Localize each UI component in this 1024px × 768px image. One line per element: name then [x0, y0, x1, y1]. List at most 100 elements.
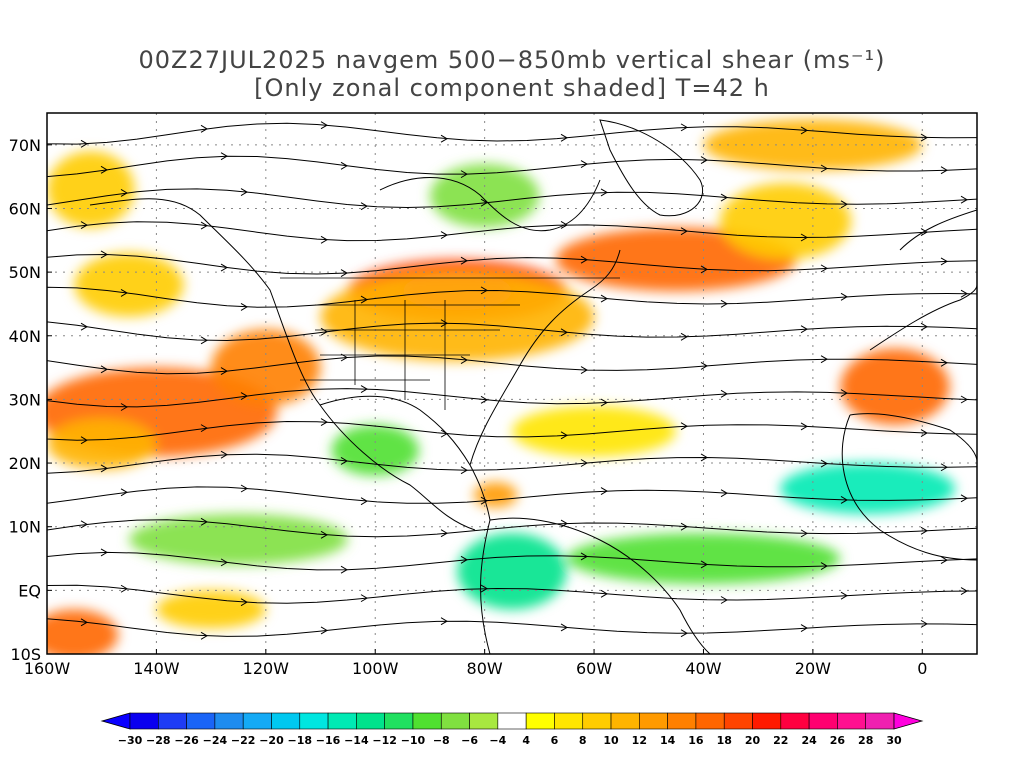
- streamline-arrow: [200, 517, 208, 526]
- colorbar-swatch: [865, 712, 895, 730]
- streamline-arrow: [820, 264, 828, 273]
- streamline-arrow: [920, 526, 928, 535]
- streamline-arrow: [120, 584, 128, 593]
- colorbar-swatch: [242, 712, 272, 730]
- streamline-arrow: [80, 520, 88, 529]
- streamline-arrow: [80, 221, 88, 230]
- streamline-arrow: [440, 134, 448, 143]
- streamline-arrow: [560, 431, 568, 440]
- shear-blob: [320, 272, 595, 362]
- colorbar-label: −28: [146, 734, 171, 747]
- streamline: [47, 388, 977, 408]
- streamline: [47, 584, 977, 604]
- streamline-arrow: [800, 624, 808, 632]
- streamline: [47, 221, 977, 242]
- streamline-arrow: [840, 389, 848, 398]
- streamline-arrow: [680, 227, 688, 236]
- streamline-arrow: [600, 294, 608, 303]
- streamline-arrow: [480, 198, 488, 207]
- streamline-arrow: [200, 631, 208, 640]
- lon-label: 60W: [576, 659, 612, 678]
- streamline-arrow: [820, 562, 828, 570]
- streamline: [47, 551, 977, 571]
- lon-label: 40W: [685, 659, 721, 678]
- colorbar-label: −4: [489, 734, 506, 747]
- colorbar-label: −24: [203, 734, 228, 747]
- us-borders: [280, 277, 620, 410]
- streamline-arrow: [80, 322, 88, 331]
- streamline-arrow: [580, 255, 588, 264]
- streamline-arrow: [360, 385, 368, 393]
- streamline-arrow: [840, 292, 848, 301]
- streamline-arrow: [920, 322, 928, 331]
- streamline-arrow: [440, 231, 448, 239]
- colorbar-swatch: [299, 712, 329, 730]
- streamline: [47, 453, 977, 474]
- colorbar-swatch: [129, 712, 159, 730]
- streamline-arrow: [920, 228, 928, 237]
- streamline-arrow: [480, 286, 488, 295]
- colorbar-swatch: [780, 712, 810, 730]
- colorbar-label: −6: [461, 734, 478, 747]
- streamline-arrow: [560, 623, 568, 632]
- streamline-arrow: [480, 584, 488, 593]
- streamline-arrow: [600, 589, 608, 598]
- streamline-arrow: [200, 124, 208, 133]
- streamline-arrow: [320, 327, 328, 336]
- streamline-arrow: [920, 133, 928, 142]
- streamline-arrow: [100, 250, 108, 259]
- streamline-arrow: [460, 170, 468, 179]
- colorbar-swatch: [412, 712, 442, 730]
- streamline-arrow: [220, 263, 228, 272]
- lat-label: 20N: [9, 454, 41, 473]
- streamline-arrow: [560, 328, 568, 337]
- streamline-arrow: [80, 436, 88, 445]
- streamline-arrow: [960, 494, 968, 503]
- streamline-arrow: [220, 152, 228, 161]
- colorbar-high-arrow: [893, 712, 924, 730]
- streamline-arrow: [820, 459, 828, 468]
- streamline-arrow: [360, 594, 368, 603]
- streamline-arrow: [220, 558, 228, 567]
- streamline-arrow: [320, 418, 328, 427]
- lon-label: 160W: [24, 659, 71, 678]
- streamline-arrow: [800, 529, 808, 538]
- colorbar-swatch: [327, 712, 357, 730]
- streamline-arrow: [680, 629, 688, 638]
- streamline-arrow: [840, 200, 848, 209]
- streamline-arrow: [200, 336, 208, 345]
- streamline-arrow: [600, 188, 608, 197]
- streamline-arrow: [460, 466, 468, 475]
- streamline-arrow: [940, 358, 948, 367]
- streamline-arrow: [240, 484, 248, 493]
- shear-blob: [129, 513, 348, 565]
- streamline-arrow: [840, 591, 848, 600]
- latitude-labels: 70N 60N 50N 40N 30N 20N 10N EQ 10S: [9, 136, 52, 664]
- colorbar-label: 12: [632, 734, 647, 747]
- coastlines: [89, 119, 977, 654]
- plot-frame: [46, 112, 978, 655]
- lon-label: 80W: [467, 659, 503, 678]
- streamline-arrow: [920, 429, 928, 437]
- streamline-arrow: [460, 356, 468, 364]
- streamline-arrow: [240, 302, 248, 311]
- colorbar: −30 −28 −26 −24 −22 −20 −18 −16 −14 −12 −10 −8 −6 −4 4…: [100, 712, 924, 747]
- streamline-arrow: [460, 256, 468, 265]
- streamline-arrow: [680, 332, 688, 341]
- colorbar-label: 26: [830, 734, 846, 747]
- colorbar-swatch: [525, 712, 555, 730]
- streamline-arrow: [340, 565, 348, 574]
- streamline-arrow: [240, 392, 248, 400]
- lat-label: 40N: [9, 327, 41, 346]
- lon-label: 0: [917, 659, 927, 678]
- streamline-arrow: [720, 389, 728, 398]
- streamline: [47, 519, 977, 538]
- colorbar-swatch: [157, 712, 187, 730]
- streamline-arrow: [120, 289, 128, 297]
- streamline-arrow: [800, 325, 808, 334]
- shear-blob: [156, 590, 266, 629]
- streamline-arrow: [700, 560, 708, 569]
- streamline-arrow: [100, 165, 108, 174]
- colorbar-swatch: [356, 712, 385, 730]
